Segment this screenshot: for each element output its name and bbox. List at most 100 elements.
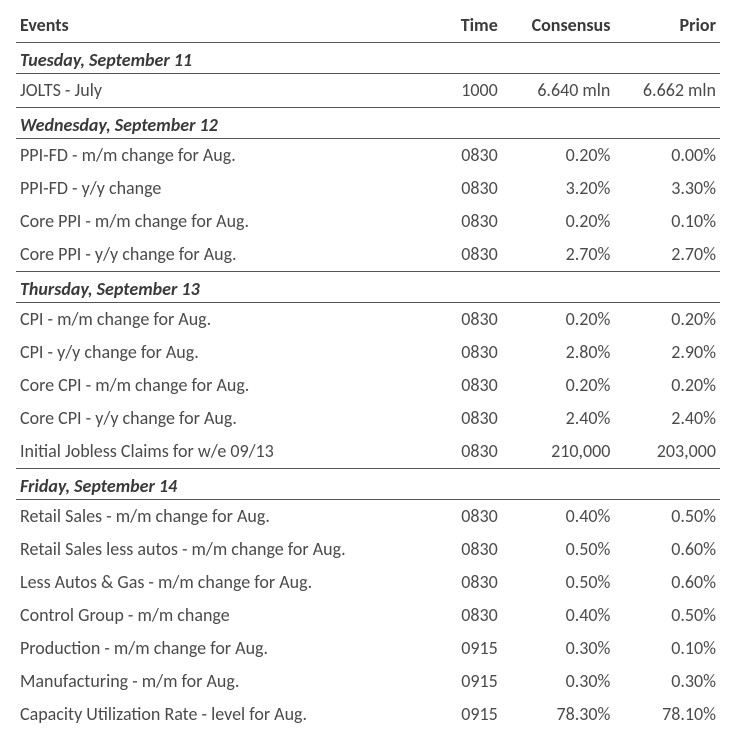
event-time: 1000	[410, 74, 502, 108]
event-name: Retail Sales less autos - m/m change for…	[16, 533, 410, 566]
event-name: Control Group - m/m change	[16, 599, 410, 632]
section-header: Tuesday, September 11	[16, 43, 720, 74]
event-time: 0915	[410, 665, 502, 698]
event-consensus: 0.20%	[502, 369, 615, 402]
event-time: 0915	[410, 698, 502, 731]
event-time: 0830	[410, 500, 502, 534]
col-header-events: Events	[16, 8, 410, 43]
event-time: 0830	[410, 303, 502, 337]
economic-events-table: Events Time Consensus Prior Tuesday, Sep…	[16, 8, 720, 731]
table-row: Control Group - m/m change08300.40%0.50%	[16, 599, 720, 632]
event-name: Less Autos & Gas - m/m change for Aug.	[16, 566, 410, 599]
table-row: Manufacturing - m/m for Aug.09150.30%0.3…	[16, 665, 720, 698]
section-title: Wednesday, September 12	[16, 108, 720, 139]
event-time: 0830	[410, 566, 502, 599]
event-name: Retail Sales - m/m change for Aug.	[16, 500, 410, 534]
event-prior: 0.00%	[614, 139, 720, 173]
event-prior: 0.50%	[614, 599, 720, 632]
section-title: Friday, September 14	[16, 469, 720, 500]
table-row: Core CPI - y/y change for Aug.08302.40%2…	[16, 402, 720, 435]
event-consensus: 2.80%	[502, 336, 615, 369]
col-header-time: Time	[410, 8, 502, 43]
event-prior: 0.10%	[614, 205, 720, 238]
event-prior: 2.40%	[614, 402, 720, 435]
event-name: Manufacturing - m/m for Aug.	[16, 665, 410, 698]
table-row: Core PPI - y/y change for Aug.08302.70%2…	[16, 238, 720, 272]
table-row: CPI - y/y change for Aug.08302.80%2.90%	[16, 336, 720, 369]
table-row: PPI-FD - m/m change for Aug.08300.20%0.0…	[16, 139, 720, 173]
event-consensus: 3.20%	[502, 172, 615, 205]
event-consensus: 78.30%	[502, 698, 615, 731]
event-time: 0830	[410, 599, 502, 632]
table-row: Retail Sales less autos - m/m change for…	[16, 533, 720, 566]
event-time: 0830	[410, 369, 502, 402]
event-name: Core CPI - m/m change for Aug.	[16, 369, 410, 402]
event-time: 0915	[410, 632, 502, 665]
col-header-consensus: Consensus	[502, 8, 615, 43]
event-name: Capacity Utilization Rate - level for Au…	[16, 698, 410, 731]
event-time: 0830	[410, 238, 502, 272]
table-row: Production - m/m change for Aug.09150.30…	[16, 632, 720, 665]
section-header: Thursday, September 13	[16, 272, 720, 303]
event-consensus: 210,000	[502, 435, 615, 469]
event-time: 0830	[410, 402, 502, 435]
section-title: Thursday, September 13	[16, 272, 720, 303]
event-time: 0830	[410, 205, 502, 238]
event-prior: 0.20%	[614, 369, 720, 402]
event-time: 0830	[410, 435, 502, 469]
event-consensus: 0.40%	[502, 500, 615, 534]
table-header-row: Events Time Consensus Prior	[16, 8, 720, 43]
section-header: Wednesday, September 12	[16, 108, 720, 139]
event-consensus: 0.40%	[502, 599, 615, 632]
event-name: Core PPI - y/y change for Aug.	[16, 238, 410, 272]
table-row: Retail Sales - m/m change for Aug.08300.…	[16, 500, 720, 534]
table-row: CPI - m/m change for Aug.08300.20%0.20%	[16, 303, 720, 337]
event-name: Core CPI - y/y change for Aug.	[16, 402, 410, 435]
event-consensus: 2.70%	[502, 238, 615, 272]
event-prior: 6.662 mln	[614, 74, 720, 108]
event-consensus: 0.30%	[502, 632, 615, 665]
section-title: Tuesday, September 11	[16, 43, 720, 74]
event-consensus: 0.20%	[502, 205, 615, 238]
table-row: Core PPI - m/m change for Aug.08300.20%0…	[16, 205, 720, 238]
table-row: Less Autos & Gas - m/m change for Aug.08…	[16, 566, 720, 599]
section-header: Friday, September 14	[16, 469, 720, 500]
event-consensus: 2.40%	[502, 402, 615, 435]
event-name: JOLTS - July	[16, 74, 410, 108]
table-row: Capacity Utilization Rate - level for Au…	[16, 698, 720, 731]
event-consensus: 6.640 mln	[502, 74, 615, 108]
event-prior: 3.30%	[614, 172, 720, 205]
event-name: CPI - y/y change for Aug.	[16, 336, 410, 369]
col-header-prior: Prior	[614, 8, 720, 43]
event-time: 0830	[410, 533, 502, 566]
event-prior: 2.70%	[614, 238, 720, 272]
event-name: PPI-FD - m/m change for Aug.	[16, 139, 410, 173]
event-prior: 0.30%	[614, 665, 720, 698]
event-consensus: 0.20%	[502, 303, 615, 337]
event-name: CPI - m/m change for Aug.	[16, 303, 410, 337]
event-consensus: 0.50%	[502, 533, 615, 566]
event-consensus: 0.30%	[502, 665, 615, 698]
event-consensus: 0.20%	[502, 139, 615, 173]
event-name: Initial Jobless Claims for w/e 09/13	[16, 435, 410, 469]
event-consensus: 0.50%	[502, 566, 615, 599]
event-time: 0830	[410, 336, 502, 369]
table-row: JOLTS - July10006.640 mln6.662 mln	[16, 74, 720, 108]
event-time: 0830	[410, 139, 502, 173]
table-body: Tuesday, September 11JOLTS - July10006.6…	[16, 43, 720, 731]
table-row: PPI-FD - y/y change08303.20%3.30%	[16, 172, 720, 205]
event-time: 0830	[410, 172, 502, 205]
event-prior: 0.50%	[614, 500, 720, 534]
event-prior: 203,000	[614, 435, 720, 469]
event-name: Core PPI - m/m change for Aug.	[16, 205, 410, 238]
event-prior: 0.60%	[614, 533, 720, 566]
event-prior: 2.90%	[614, 336, 720, 369]
table-row: Initial Jobless Claims for w/e 09/130830…	[16, 435, 720, 469]
event-prior: 78.10%	[614, 698, 720, 731]
table-row: Core CPI - m/m change for Aug.08300.20%0…	[16, 369, 720, 402]
event-name: PPI-FD - y/y change	[16, 172, 410, 205]
event-prior: 0.10%	[614, 632, 720, 665]
event-prior: 0.20%	[614, 303, 720, 337]
event-name: Production - m/m change for Aug.	[16, 632, 410, 665]
event-prior: 0.60%	[614, 566, 720, 599]
